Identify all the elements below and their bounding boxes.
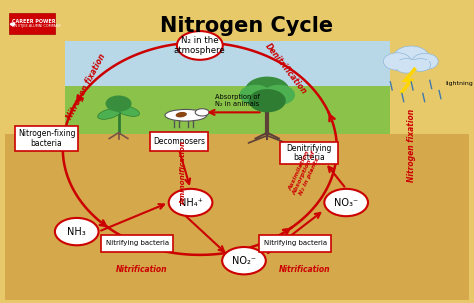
Ellipse shape bbox=[176, 112, 187, 118]
FancyBboxPatch shape bbox=[259, 235, 331, 252]
FancyBboxPatch shape bbox=[150, 132, 208, 151]
Text: NO₂⁻: NO₂⁻ bbox=[232, 256, 256, 266]
Text: Denitrifying
bacteria: Denitrifying bacteria bbox=[286, 144, 332, 162]
Circle shape bbox=[410, 58, 431, 71]
Circle shape bbox=[248, 89, 286, 112]
Circle shape bbox=[106, 95, 132, 112]
FancyBboxPatch shape bbox=[65, 41, 390, 86]
Text: AN IITJEE ALUMNI COMPANY: AN IITJEE ALUMNI COMPANY bbox=[12, 24, 60, 28]
Ellipse shape bbox=[195, 109, 209, 116]
Ellipse shape bbox=[165, 109, 207, 121]
Text: Nitrogen-fixing
bacteria: Nitrogen-fixing bacteria bbox=[18, 129, 75, 148]
Text: NO₃⁻: NO₃⁻ bbox=[334, 198, 358, 208]
Ellipse shape bbox=[116, 105, 139, 116]
FancyBboxPatch shape bbox=[280, 142, 338, 164]
Text: NH₃: NH₃ bbox=[67, 227, 86, 237]
Circle shape bbox=[393, 46, 429, 68]
FancyBboxPatch shape bbox=[5, 134, 469, 300]
FancyBboxPatch shape bbox=[9, 13, 55, 35]
Circle shape bbox=[324, 189, 368, 216]
FancyBboxPatch shape bbox=[394, 60, 429, 69]
Ellipse shape bbox=[98, 108, 121, 119]
Circle shape bbox=[395, 58, 418, 73]
Circle shape bbox=[245, 77, 290, 105]
Circle shape bbox=[169, 189, 212, 216]
Text: Nitrifying bacteria: Nitrifying bacteria bbox=[106, 240, 169, 246]
Text: Nitrogen Cycle: Nitrogen Cycle bbox=[160, 16, 333, 36]
Circle shape bbox=[239, 85, 272, 105]
Text: Denitrification: Denitrification bbox=[263, 42, 309, 96]
FancyBboxPatch shape bbox=[65, 86, 390, 134]
Text: Nitrogen fixation: Nitrogen fixation bbox=[407, 109, 416, 182]
Text: Nitrogen fixation: Nitrogen fixation bbox=[65, 52, 107, 121]
Text: Ammonification: Ammonification bbox=[181, 142, 187, 205]
Text: Assimilation
Absorption of
N₂ in plants: Assimilation Absorption of N₂ in plants bbox=[287, 148, 322, 199]
Circle shape bbox=[412, 53, 438, 70]
Text: Decomposers: Decomposers bbox=[153, 137, 205, 146]
Text: Nitrification: Nitrification bbox=[116, 265, 167, 274]
Circle shape bbox=[222, 247, 266, 275]
Circle shape bbox=[263, 85, 295, 105]
FancyBboxPatch shape bbox=[101, 235, 173, 252]
Text: Nitrification: Nitrification bbox=[279, 265, 330, 274]
Circle shape bbox=[10, 22, 16, 26]
Text: N₂ in the
atmosphere: N₂ in the atmosphere bbox=[174, 36, 226, 55]
Text: NH₄⁺: NH₄⁺ bbox=[179, 198, 202, 208]
Text: lightning: lightning bbox=[445, 81, 473, 86]
Text: CAREER POWER: CAREER POWER bbox=[12, 19, 55, 24]
Text: Nitrifying bacteria: Nitrifying bacteria bbox=[264, 240, 327, 246]
Circle shape bbox=[177, 31, 223, 60]
Circle shape bbox=[55, 218, 99, 245]
Text: Absorption of
N₂ in animals: Absorption of N₂ in animals bbox=[215, 94, 259, 107]
Circle shape bbox=[383, 53, 411, 70]
FancyBboxPatch shape bbox=[15, 126, 78, 151]
